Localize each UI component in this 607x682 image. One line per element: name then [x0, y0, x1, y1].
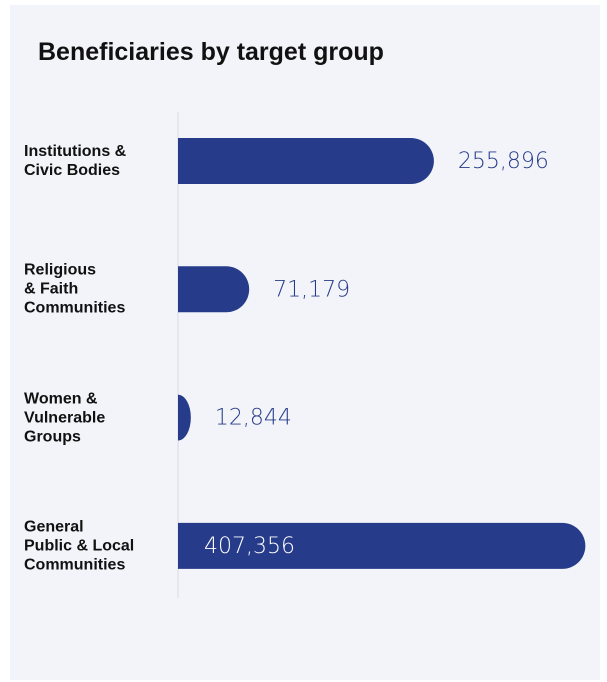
- bar: [178, 266, 250, 313]
- category-label: Religious & Faith Communities: [24, 261, 126, 317]
- category-label: Women & Vulnerable Groups: [24, 390, 106, 446]
- value-label: 71,179: [273, 277, 350, 302]
- category-label: Institutions & Civic Bodies: [24, 143, 127, 179]
- bar: [178, 394, 191, 441]
- bar: [178, 522, 586, 569]
- value-label: 407,356: [204, 534, 295, 559]
- bar: [178, 138, 434, 184]
- value-label: 12,844: [215, 406, 292, 431]
- chart-title: Beneficiaries by target group: [38, 38, 384, 66]
- category-label: General Public & Local Communities: [24, 518, 135, 574]
- value-label: 255,896: [458, 149, 549, 174]
